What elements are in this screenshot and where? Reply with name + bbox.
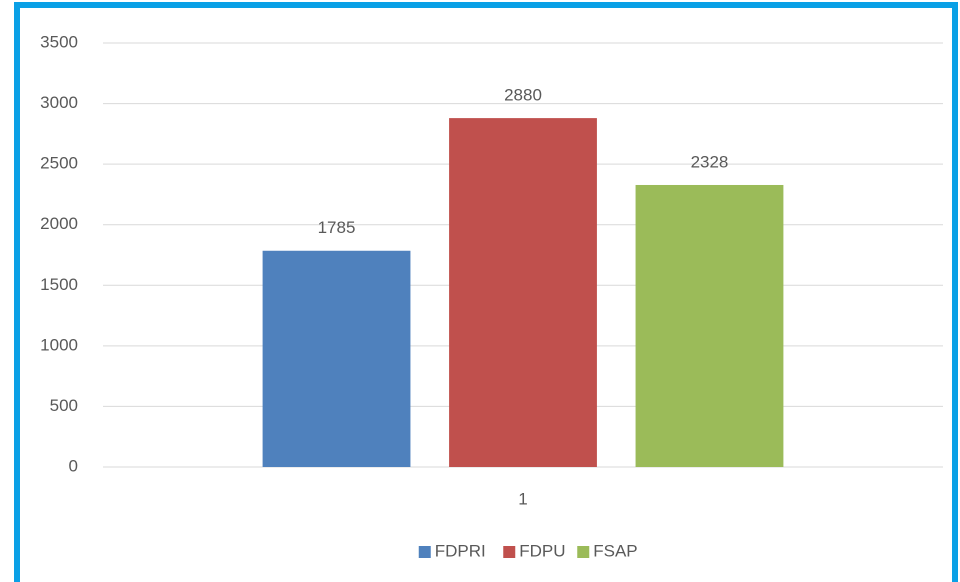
y-tick-label: 2000 (40, 214, 78, 233)
y-tick-label: 3000 (40, 93, 78, 112)
legend-swatch (503, 546, 516, 558)
data-label: 2880 (504, 86, 542, 105)
bar (635, 184, 784, 467)
legend-label: FSAP (593, 541, 637, 560)
data-label: 2328 (691, 152, 729, 171)
y-tick-label: 500 (50, 396, 78, 415)
legend-label: FDPRI (435, 541, 486, 560)
y-tick-label: 1500 (40, 275, 78, 294)
bar (449, 118, 597, 467)
y-tick-label: 0 (69, 456, 78, 475)
bar (262, 250, 411, 467)
legend-swatch (577, 546, 590, 558)
y-tick-label: 2500 (40, 154, 78, 173)
y-tick-label: 3500 (40, 32, 78, 51)
legend-label: FDPU (519, 541, 565, 560)
data-label: 1785 (318, 218, 356, 237)
x-tick-label: 1 (518, 489, 527, 508)
y-tick-label: 1000 (40, 335, 78, 354)
legend-swatch (418, 546, 431, 558)
